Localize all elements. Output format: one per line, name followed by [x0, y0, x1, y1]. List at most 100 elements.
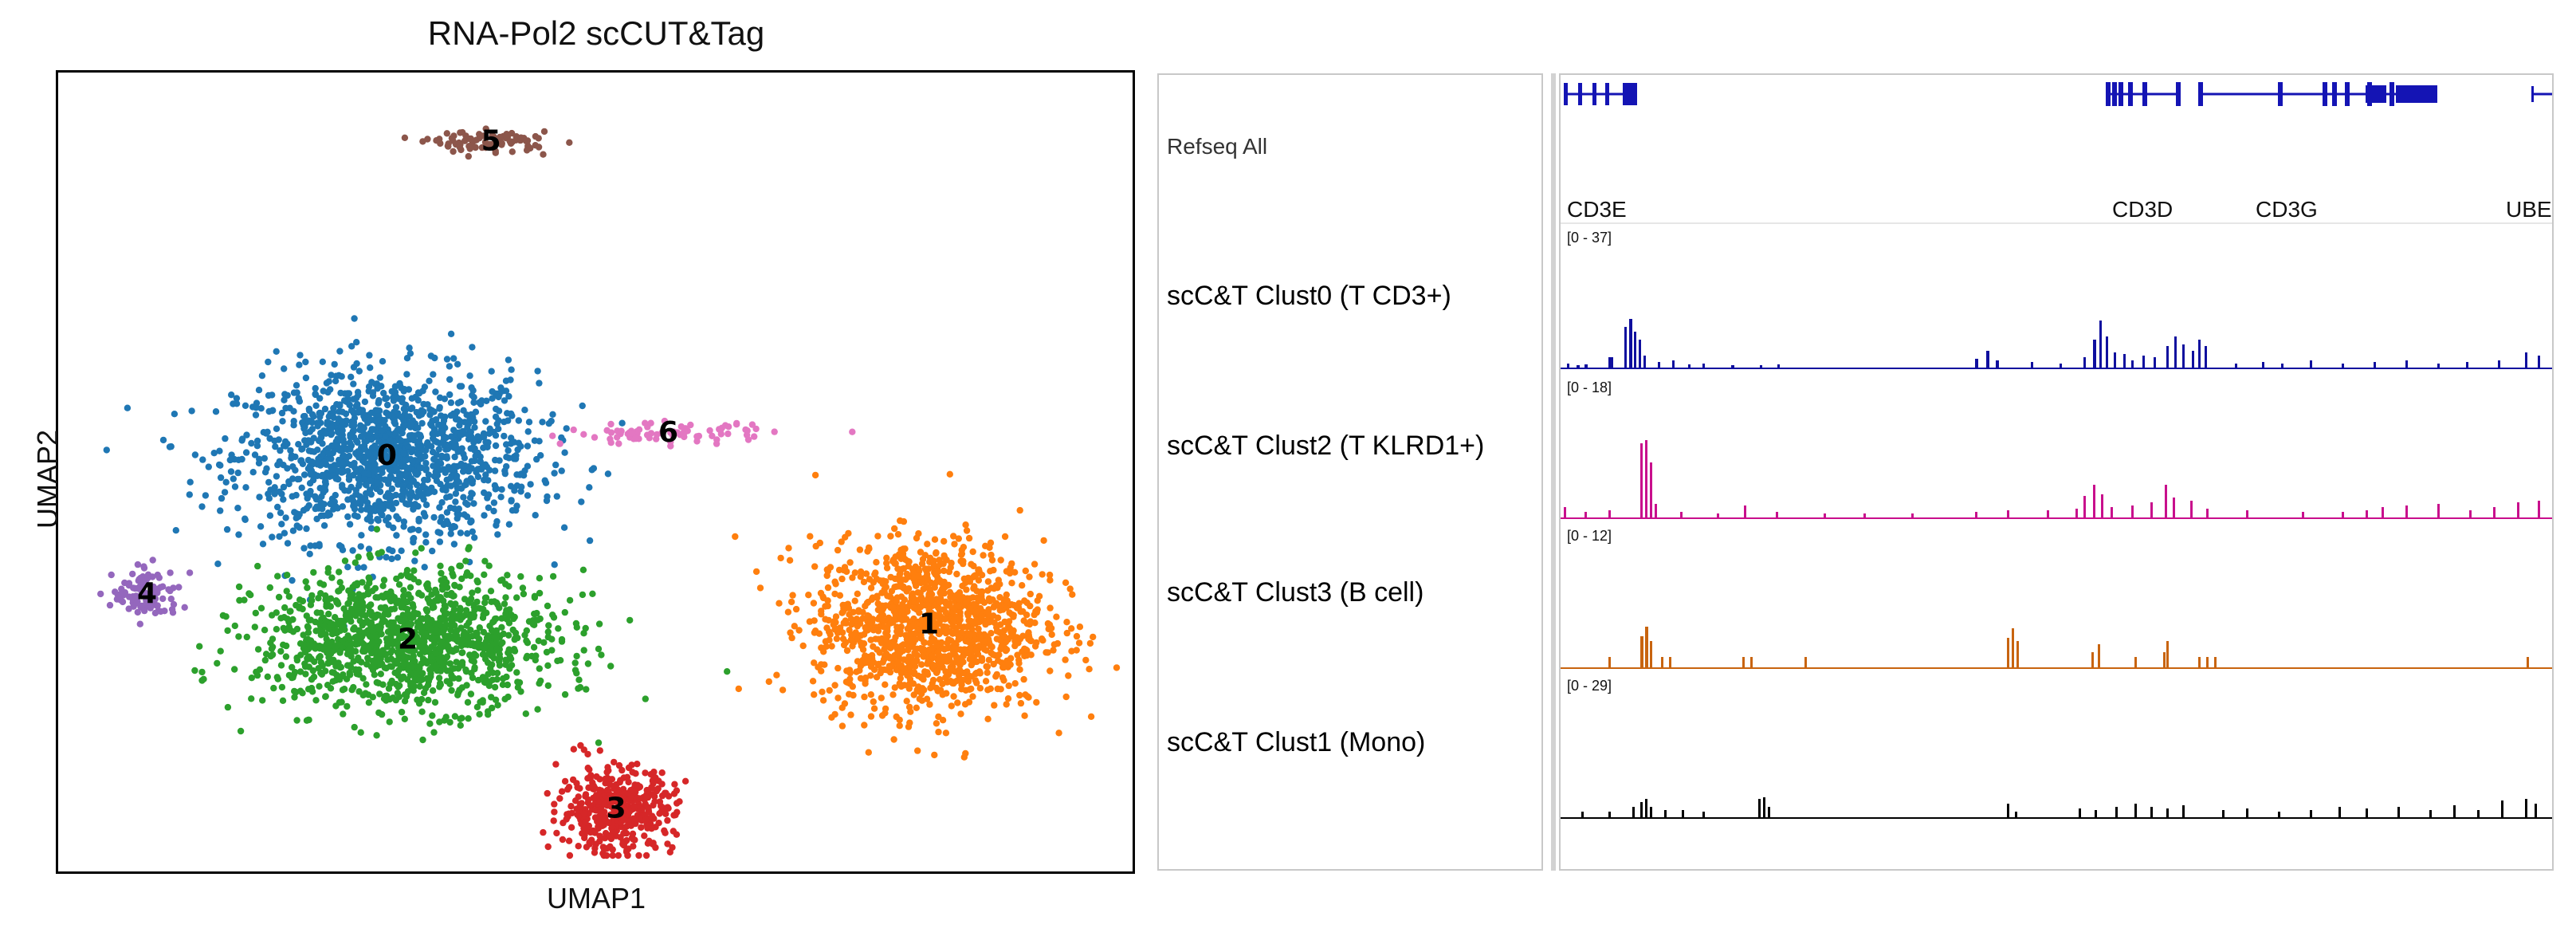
umap-point — [263, 465, 270, 472]
umap-point — [903, 698, 910, 705]
umap-point — [450, 541, 458, 548]
umap-point — [300, 545, 308, 552]
umap-point — [567, 803, 575, 810]
umap-point — [826, 636, 833, 643]
umap-point — [1039, 571, 1046, 578]
umap-point — [855, 607, 862, 614]
umap-point — [465, 544, 473, 551]
umap-point — [812, 542, 819, 550]
umap-point — [332, 377, 340, 385]
umap-point — [892, 634, 899, 641]
umap-point — [309, 667, 316, 675]
umap-point — [818, 661, 825, 668]
umap-point — [469, 632, 476, 640]
umap-point — [854, 635, 862, 643]
umap-point — [664, 840, 671, 848]
umap-point — [614, 427, 621, 435]
signal-bar — [2012, 628, 2014, 668]
umap-point — [515, 417, 522, 424]
umap-point — [352, 667, 359, 675]
umap-point — [748, 421, 756, 428]
umap-point — [1090, 633, 1097, 641]
igv-panel-divider[interactable] — [1551, 73, 1556, 871]
signal-bar — [1608, 357, 1613, 368]
umap-point — [838, 609, 846, 616]
signal-bar — [2007, 510, 2009, 518]
umap-point — [1113, 664, 1121, 671]
umap-cluster-label: 0 — [377, 439, 397, 472]
umap-point — [664, 816, 671, 824]
umap-point — [508, 435, 515, 442]
umap-point — [513, 669, 520, 676]
umap-point — [940, 567, 948, 575]
signal-bar — [1702, 812, 1705, 818]
umap-point — [732, 421, 740, 428]
umap-point — [303, 505, 311, 512]
umap-point — [968, 673, 976, 680]
umap-point — [957, 646, 964, 654]
umap-point — [948, 560, 955, 567]
umap-point — [1033, 698, 1040, 706]
umap-point — [540, 128, 548, 136]
umap-point — [838, 575, 846, 583]
umap-point — [276, 533, 283, 541]
gene-exon — [2142, 82, 2147, 106]
umap-point — [492, 432, 500, 439]
umap-point — [956, 596, 964, 604]
umap-point — [233, 400, 241, 407]
umap-point — [933, 549, 940, 557]
umap-point — [607, 811, 615, 818]
umap-point — [592, 792, 600, 799]
umap-point — [457, 129, 464, 136]
umap-point — [792, 605, 800, 613]
umap-x-axis-label: UMAP1 — [546, 882, 646, 914]
umap-point — [465, 600, 473, 607]
umap-point — [324, 682, 332, 689]
umap-point — [508, 498, 515, 505]
signal-bar — [1608, 812, 1611, 818]
umap-point — [655, 777, 662, 785]
umap-point — [442, 604, 449, 611]
umap-point — [524, 492, 532, 499]
umap-point — [980, 552, 987, 559]
umap-point — [645, 805, 652, 812]
umap-point — [615, 808, 622, 815]
umap-point — [129, 570, 136, 578]
umap-point — [406, 500, 414, 507]
umap-point — [249, 469, 257, 476]
umap-point — [375, 594, 382, 601]
umap-point — [217, 507, 224, 514]
umap-point — [890, 736, 897, 743]
umap-point — [909, 643, 917, 651]
umap-point — [1073, 647, 1080, 654]
umap-point — [400, 518, 408, 525]
umap-point — [636, 795, 643, 802]
umap-point — [485, 711, 492, 718]
umap-point — [469, 444, 476, 452]
umap-point — [791, 623, 798, 630]
umap-point — [597, 808, 605, 816]
signal-bar — [1645, 627, 1648, 668]
umap-point — [227, 468, 235, 475]
umap-point — [305, 405, 312, 413]
umap-point — [687, 421, 694, 429]
signal-bar — [2501, 800, 2503, 818]
umap-point — [505, 392, 512, 400]
umap-point — [650, 769, 658, 776]
umap-point — [266, 584, 273, 592]
umap-point — [955, 535, 963, 542]
umap-point — [732, 533, 739, 541]
umap-point — [373, 525, 381, 533]
umap-point — [338, 673, 345, 680]
umap-point — [575, 793, 582, 800]
signal-bar — [2262, 362, 2264, 368]
umap-point — [491, 139, 499, 146]
umap-point — [245, 590, 253, 597]
umap-point — [418, 623, 426, 631]
umap-point — [896, 716, 903, 724]
gene-label-cd3g: CD3G — [2256, 197, 2318, 222]
signal-bar — [2525, 799, 2527, 818]
umap-point — [765, 678, 772, 686]
umap-point — [320, 489, 327, 496]
gene-exon — [2198, 82, 2203, 106]
